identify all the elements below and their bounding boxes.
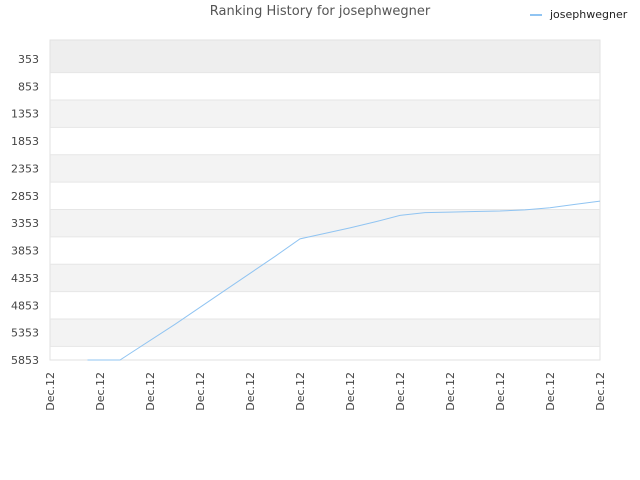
y-tick-label: 4353 — [11, 272, 39, 285]
y-tick-label: 5353 — [11, 327, 39, 340]
background-band — [50, 182, 600, 210]
x-tick-label: Dec.12 — [444, 372, 457, 411]
x-tick-label: Dec.12 — [94, 372, 107, 411]
y-tick-label: 2353 — [11, 162, 39, 175]
background-band — [50, 318, 600, 347]
x-tick-label: Dec.12 — [44, 372, 57, 411]
background-band — [50, 100, 600, 128]
legend[interactable]: josephwegner — [530, 8, 627, 21]
y-tick-label: 5853 — [11, 354, 39, 367]
background-bands — [49, 39, 601, 361]
background-band — [50, 40, 600, 73]
series-line — [87, 200, 601, 361]
x-tick-label: Dec.12 — [394, 372, 407, 411]
background-band — [50, 127, 600, 155]
background-band — [50, 291, 600, 319]
y-tick-label: 1353 — [11, 108, 39, 121]
y-tick-label: 2853 — [11, 190, 39, 203]
x-tick-label: Dec.12 — [544, 372, 557, 411]
x-tick-label: Dec.12 — [494, 372, 507, 411]
y-tick-label: 3353 — [11, 217, 39, 230]
x-tick-label: Dec.12 — [244, 372, 257, 411]
background-band — [50, 264, 600, 292]
gridlines — [50, 72, 600, 347]
y-tick-label: 3853 — [11, 245, 39, 258]
y-tick-label: 4853 — [11, 299, 39, 312]
x-tick-label: Dec.12 — [594, 372, 607, 411]
series-layer — [87, 200, 601, 361]
legend-label: josephwegner — [550, 8, 628, 21]
background-band — [50, 154, 600, 183]
background-band — [50, 72, 600, 101]
y-tick-label: 1853 — [11, 135, 39, 148]
x-tick-label: Dec.12 — [294, 372, 307, 411]
legend-swatch — [530, 13, 542, 16]
chart-title: Ranking History for josephwegner — [209, 4, 431, 19]
y-tick-label: 853 — [18, 80, 39, 93]
y-axis-ticks: 353 853 1353 1853 2353 2853 3353 3853 4353 4853 53… — [11, 53, 39, 367]
x-tick-label: Dec.12 — [194, 372, 207, 411]
x-axis-ticks: Dec.12 Dec.12 Dec.12 Dec.12 Dec.12 Dec.12 Dec.… — [44, 372, 607, 411]
plot-border — [49, 39, 601, 361]
background-band — [50, 236, 600, 265]
background-band — [50, 209, 600, 237]
x-tick-label: Dec.12 — [144, 372, 157, 411]
x-tick-label: Dec.12 — [344, 372, 357, 411]
background-band — [50, 346, 600, 360]
y-tick-label: 353 — [18, 53, 39, 66]
